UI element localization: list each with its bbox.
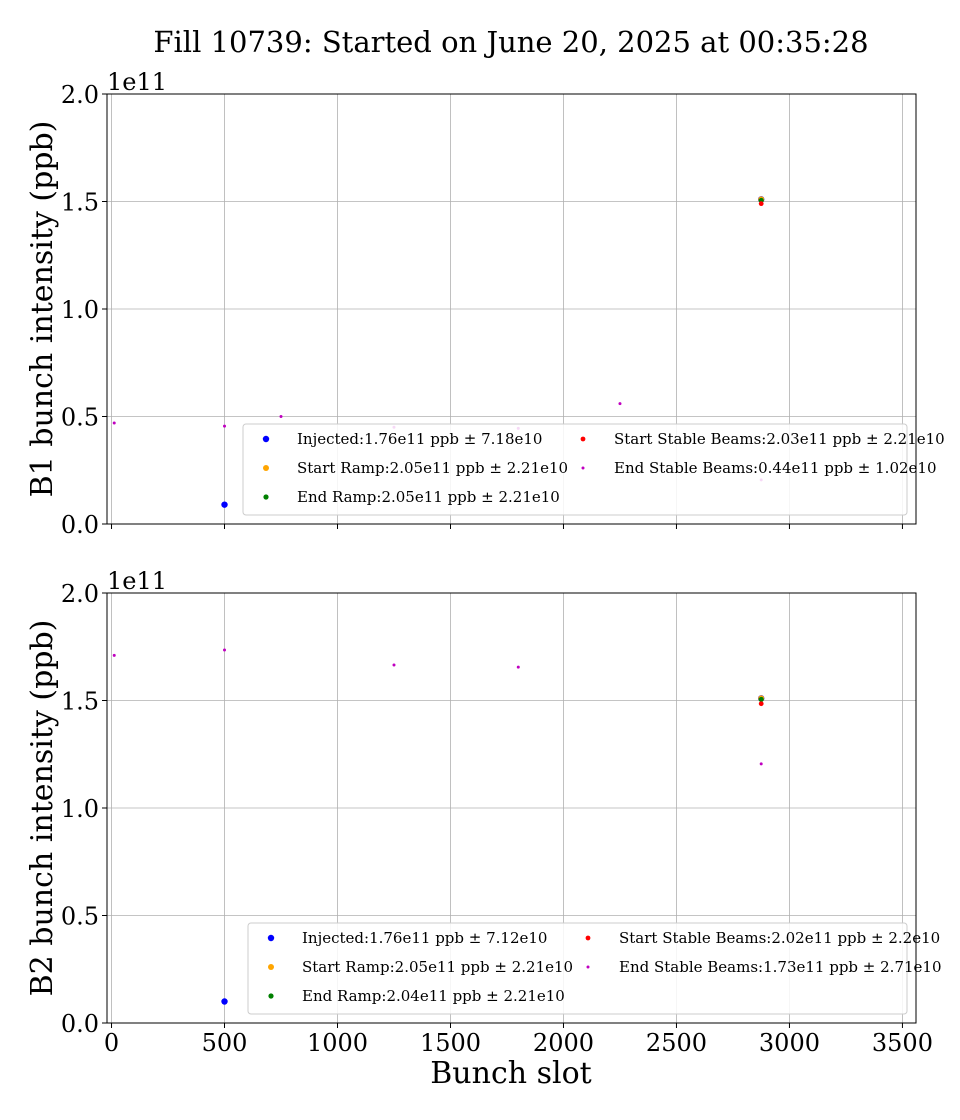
y-tick-label-4: 2.0 — [61, 81, 99, 109]
data-point-start-stable-beams-0 — [758, 701, 764, 707]
legend-marker-2 — [263, 494, 269, 500]
legend-marker-0 — [262, 435, 270, 443]
data-point-end-stable-beams-4 — [759, 762, 763, 766]
data-point-end-stable-beams-2 — [279, 415, 283, 418]
y-tick-label-1: 0.5 — [61, 404, 99, 432]
legend-box — [242, 423, 908, 516]
legend-marker-0 — [267, 934, 275, 942]
x-tick-label-0: 0 — [104, 1029, 119, 1057]
legend-marker-3 — [580, 436, 586, 442]
legend-entry-4: End Stable Beams:1.73e11 ppb ± 2.71e10 — [619, 958, 942, 976]
legend-marker-4 — [586, 965, 590, 969]
y-tick-label-0: 0.0 — [61, 1010, 99, 1038]
data-point-injected-0 — [221, 998, 228, 1005]
y-axis-label: B2 bunch intensity (ppb) — [25, 620, 60, 997]
figure-title: Fill 10739: Started on June 20, 2025 at … — [153, 25, 868, 59]
data-point-end-ramp-0 — [758, 696, 764, 703]
y-multiplier: 1e11 — [107, 567, 167, 595]
legend-marker-2 — [268, 993, 274, 999]
x-tick-label-3: 1500 — [420, 1029, 481, 1057]
data-point-end-stable-beams-5 — [618, 402, 622, 406]
legend-marker-1 — [268, 964, 274, 970]
y-multiplier: 1e11 — [107, 68, 167, 96]
legend-marker-4 — [581, 466, 585, 470]
y-tick-label-0: 0.0 — [61, 511, 99, 539]
y-tick-label-1: 0.5 — [61, 903, 99, 931]
legend-entry-1: Start Ramp:2.05e11 ppb ± 2.21e10 — [297, 459, 568, 477]
x-tick-label-6: 3000 — [759, 1029, 820, 1057]
x-tick-label-4: 2000 — [533, 1029, 594, 1057]
y-tick-label-3: 1.5 — [61, 688, 99, 716]
legend-marker-3 — [585, 935, 591, 941]
legend-entry-0: Injected:1.76e11 ppb ± 7.18e10 — [297, 430, 542, 448]
x-tick-label-1: 500 — [202, 1029, 248, 1057]
legend-entry-3: Start Stable Beams:2.02e11 ppb ± 2.2e10 — [619, 929, 940, 947]
y-tick-label-2: 1.0 — [61, 296, 99, 324]
data-point-end-stable-beams-1 — [223, 648, 227, 652]
data-point-start-stable-beams-0 — [758, 201, 764, 207]
data-point-end-stable-beams-2 — [392, 663, 396, 667]
legend-entry-0: Injected:1.76e11 ppb ± 7.12e10 — [302, 929, 547, 947]
legend: Injected:1.76e11 ppb ± 7.18e10 Start Ramp… — [242, 423, 945, 516]
data-point-end-stable-beams-0 — [112, 421, 116, 425]
legend-entry-2: End Ramp:2.05e11 ppb ± 2.21e10 — [297, 488, 560, 506]
y-tick-label-3: 1.5 — [61, 189, 99, 217]
data-point-end-stable-beams-0 — [112, 653, 116, 657]
legend-entry-1: Start Ramp:2.05e11 ppb ± 2.21e10 — [302, 958, 573, 976]
x-tick-label-5: 2500 — [646, 1029, 707, 1057]
legend-entry-2: End Ramp:2.04e11 ppb ± 2.21e10 — [302, 987, 565, 1005]
legend-entry-4: End Stable Beams:0.44e11 ppb ± 1.02e10 — [614, 459, 937, 477]
data-point-injected-0 — [221, 501, 228, 508]
x-tick-label-7: 3500 — [872, 1029, 933, 1057]
legend-entry-3: Start Stable Beams:2.03e11 ppb ± 2.21e10 — [614, 430, 945, 448]
x-tick-label-2: 1000 — [307, 1029, 368, 1057]
y-axis-label: B1 bunch intensity (ppb) — [25, 121, 60, 498]
data-point-end-stable-beams-3 — [516, 665, 520, 669]
data-point-end-stable-beams-1 — [223, 424, 227, 428]
legend-box — [247, 922, 908, 1015]
y-tick-label-2: 1.0 — [61, 795, 99, 823]
panel-b2: 0 500 1000 1500 2000 2500 3000 3500 0.0 0.5 1.0 1.5… — [25, 567, 942, 1057]
legend-marker-1 — [263, 465, 269, 471]
y-tick-label-4: 2.0 — [61, 580, 99, 608]
x-axis-label: Bunch slot — [430, 1056, 591, 1091]
panel-b1: 0.0 0.5 1.0 1.5 2.0 1e11 B1 bunch intensity (p… — [25, 68, 945, 539]
legend: Injected:1.76e11 ppb ± 7.12e10 Start Ramp… — [247, 922, 942, 1015]
